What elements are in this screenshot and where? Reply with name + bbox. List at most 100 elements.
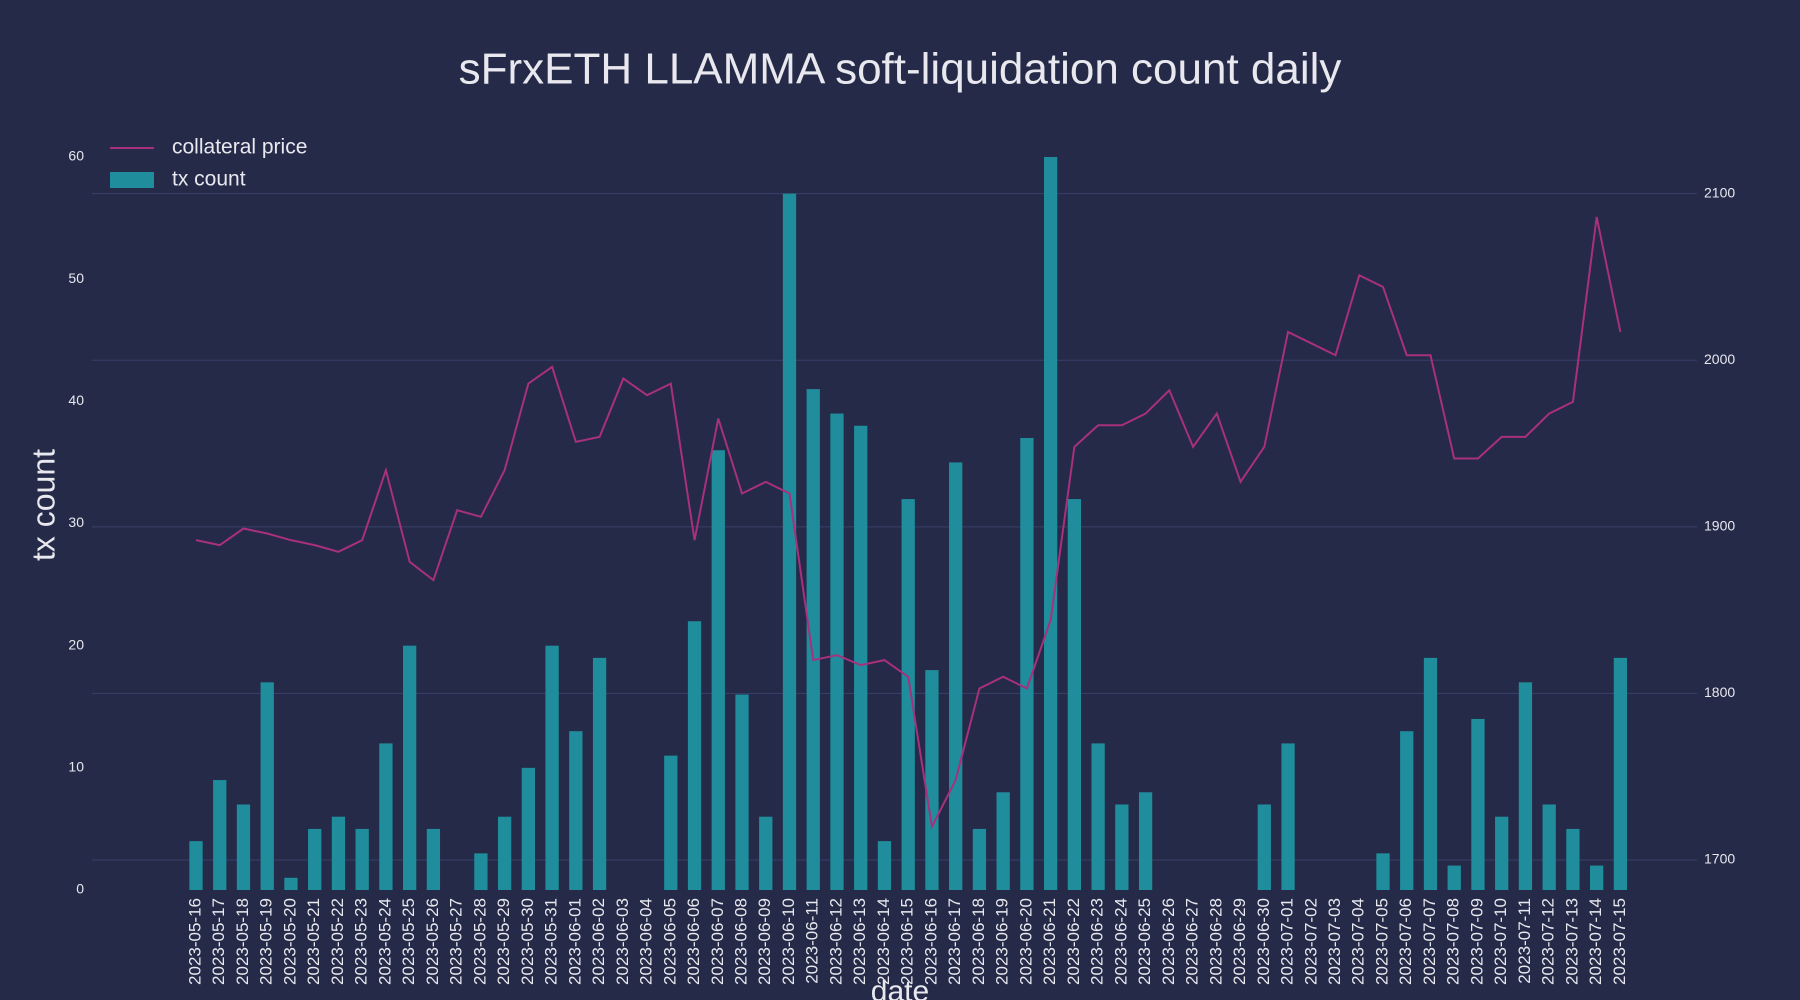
x-tick-label: 2023-06-15 — [898, 898, 917, 985]
bar — [308, 828, 322, 890]
bar — [949, 462, 963, 890]
x-tick-label: 2023-07-13 — [1562, 898, 1581, 985]
y-tick-label: 30 — [68, 514, 84, 530]
x-tick-label: 2023-06-16 — [921, 898, 940, 985]
bar — [569, 731, 583, 890]
x-tick-label: 2023-06-23 — [1088, 898, 1107, 985]
bar — [996, 792, 1010, 890]
x-tick-label: 2023-06-14 — [874, 898, 893, 985]
bar — [236, 804, 251, 890]
y-axis-title: tx count — [25, 449, 61, 561]
x-tick-label: 2023-07-08 — [1444, 898, 1463, 985]
bar — [1447, 865, 1461, 890]
x-tick-label: 2023-05-25 — [399, 898, 418, 985]
y2-tick-label: 2000 — [1704, 351, 1735, 367]
bar — [1376, 853, 1390, 890]
y-tick-label: 0 — [76, 881, 84, 897]
bar — [1043, 157, 1058, 890]
bar — [925, 670, 939, 890]
x-tick-label: 2023-06-06 — [684, 898, 703, 985]
bar — [213, 780, 227, 890]
bar — [379, 743, 393, 890]
x-tick-label: 2023-07-04 — [1349, 898, 1368, 985]
x-tick-label: 2023-07-05 — [1372, 898, 1391, 985]
x-tick-label: 2023-06-25 — [1135, 898, 1154, 985]
x-tick-label: 2023-07-09 — [1467, 898, 1486, 985]
x-tick-label: 2023-06-28 — [1206, 898, 1225, 985]
x-tick-label: 2023-05-20 — [280, 898, 299, 985]
bar — [1518, 682, 1533, 890]
x-tick-label: 2023-06-13 — [850, 898, 869, 985]
x-tick-label: 2023-06-30 — [1254, 898, 1273, 985]
bar — [284, 877, 298, 890]
x-tick-label: 2023-06-27 — [1183, 898, 1202, 985]
bar — [331, 816, 346, 890]
bar — [189, 841, 203, 890]
bar — [1542, 804, 1556, 890]
y-tick-label: 20 — [68, 636, 84, 652]
bar — [830, 413, 844, 890]
x-tick-label: 2023-07-03 — [1325, 898, 1344, 985]
x-tick-label: 2023-06-19 — [993, 898, 1012, 985]
x-tick-label: 2023-07-01 — [1278, 898, 1297, 985]
bar — [1566, 828, 1580, 890]
bar — [972, 828, 987, 890]
bar — [759, 816, 773, 890]
x-tick-label: 2023-06-09 — [755, 898, 774, 985]
x-tick-label: 2023-06-24 — [1111, 898, 1130, 985]
x-tick-label: 2023-05-31 — [542, 898, 561, 985]
x-tick-label: 2023-06-21 — [1040, 898, 1059, 985]
x-tick-label: 2023-06-12 — [826, 898, 845, 985]
x-tick-label: 2023-06-08 — [732, 898, 751, 985]
bar — [1067, 499, 1082, 890]
bar — [1400, 731, 1414, 890]
legend-label: collateral price — [172, 136, 307, 159]
bar — [1423, 657, 1438, 890]
x-tick-label: 2023-05-24 — [375, 898, 394, 985]
x-tick-label: 2023-07-14 — [1586, 898, 1605, 985]
x-tick-label: 2023-07-11 — [1515, 898, 1534, 984]
bar — [592, 657, 607, 890]
bar — [1471, 718, 1485, 890]
x-tick-label: 2023-06-22 — [1064, 898, 1083, 985]
bar — [1257, 804, 1271, 890]
x-tick-label: 2023-05-19 — [257, 898, 276, 985]
bar — [260, 682, 274, 890]
x-tick-label: 2023-05-30 — [518, 898, 537, 985]
x-tick-label: 2023-07-10 — [1491, 898, 1510, 985]
x-tick-label: 2023-06-03 — [613, 898, 632, 985]
chart-title: sFrxETH LLAMMA soft-liquidation count da… — [459, 45, 1342, 94]
x-tick-label: 2023-05-22 — [328, 898, 347, 985]
bar — [1281, 743, 1295, 890]
x-tick-label: 2023-06-29 — [1230, 898, 1249, 985]
bar — [877, 841, 892, 890]
y-tick-label: 10 — [68, 759, 84, 775]
bar — [901, 499, 915, 890]
legend-label: tx count — [172, 168, 246, 191]
legend-swatch — [110, 172, 154, 188]
x-tick-label: 2023-06-01 — [565, 898, 584, 985]
x-tick-label: 2023-06-17 — [945, 898, 964, 985]
x-tick-label: 2023-06-07 — [708, 898, 727, 985]
x-tick-label: 2023-06-26 — [1159, 898, 1178, 985]
bar — [687, 621, 702, 890]
bar — [1495, 816, 1509, 890]
x-tick-label: 2023-05-18 — [233, 898, 252, 985]
x-tick-label: 2023-05-29 — [494, 898, 513, 985]
x-tick-label: 2023-05-23 — [352, 898, 371, 985]
x-tick-label: 2023-05-16 — [185, 898, 204, 985]
x-tick-label: 2023-07-15 — [1610, 898, 1629, 985]
y-tick-label: 50 — [68, 270, 84, 286]
x-tick-label: 2023-05-21 — [304, 898, 323, 985]
bar — [497, 816, 512, 890]
x-tick-label: 2023-07-12 — [1539, 898, 1558, 985]
bar — [426, 828, 441, 890]
x-tick-label: 2023-05-26 — [423, 898, 442, 985]
y2-tick-label: 1700 — [1704, 851, 1735, 867]
y2-tick-label: 2100 — [1704, 184, 1735, 200]
bar — [735, 694, 749, 890]
x-tick-label: 2023-06-05 — [660, 898, 679, 985]
x-axis-title: date — [871, 975, 929, 1000]
x-tick-label: 2023-06-02 — [589, 898, 608, 985]
